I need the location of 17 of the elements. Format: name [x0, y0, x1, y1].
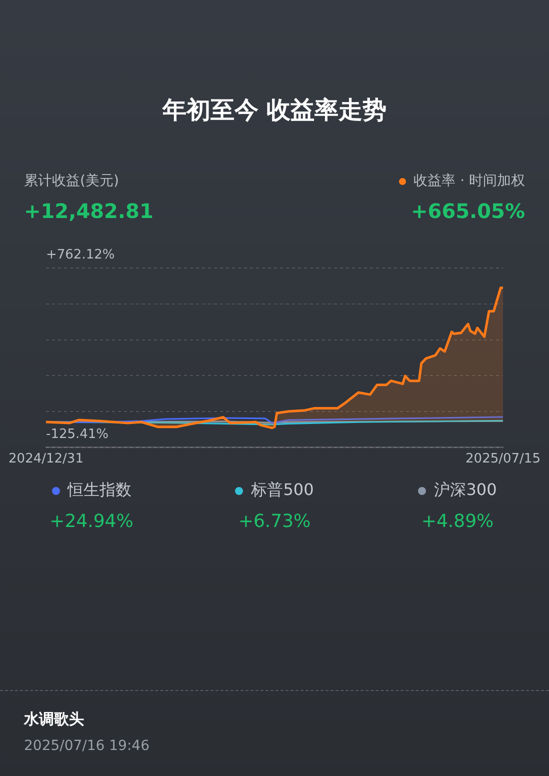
text: +24.94% — [48, 511, 134, 532]
text: +4.89% — [420, 511, 495, 532]
text: 水调歌头 — [24, 710, 84, 729]
x-tick-label: 2025/07/15 — [466, 452, 540, 467]
text: +6.73% — [237, 511, 312, 532]
y-tick-label: -125.41% — [46, 426, 109, 442]
chart-title: 年初至今 收益率走势 — [161, 95, 388, 126]
legend-label: 沪深300 — [433, 480, 498, 501]
x-tick-label: 2024/12/31 — [8, 452, 84, 467]
y-tick-label: +762.12% — [46, 247, 115, 262]
text: 累计收益(美元) — [24, 172, 119, 190]
text: +12,482.81 — [24, 199, 154, 223]
legend-label: 恒生指数 — [66, 480, 132, 501]
text: 2025/07/16 19:46 — [24, 738, 150, 754]
text: +665.05% — [411, 199, 525, 223]
legend-label: 标普500 — [250, 480, 315, 501]
legend-label: 收益率 · 时间加权 — [412, 172, 525, 190]
